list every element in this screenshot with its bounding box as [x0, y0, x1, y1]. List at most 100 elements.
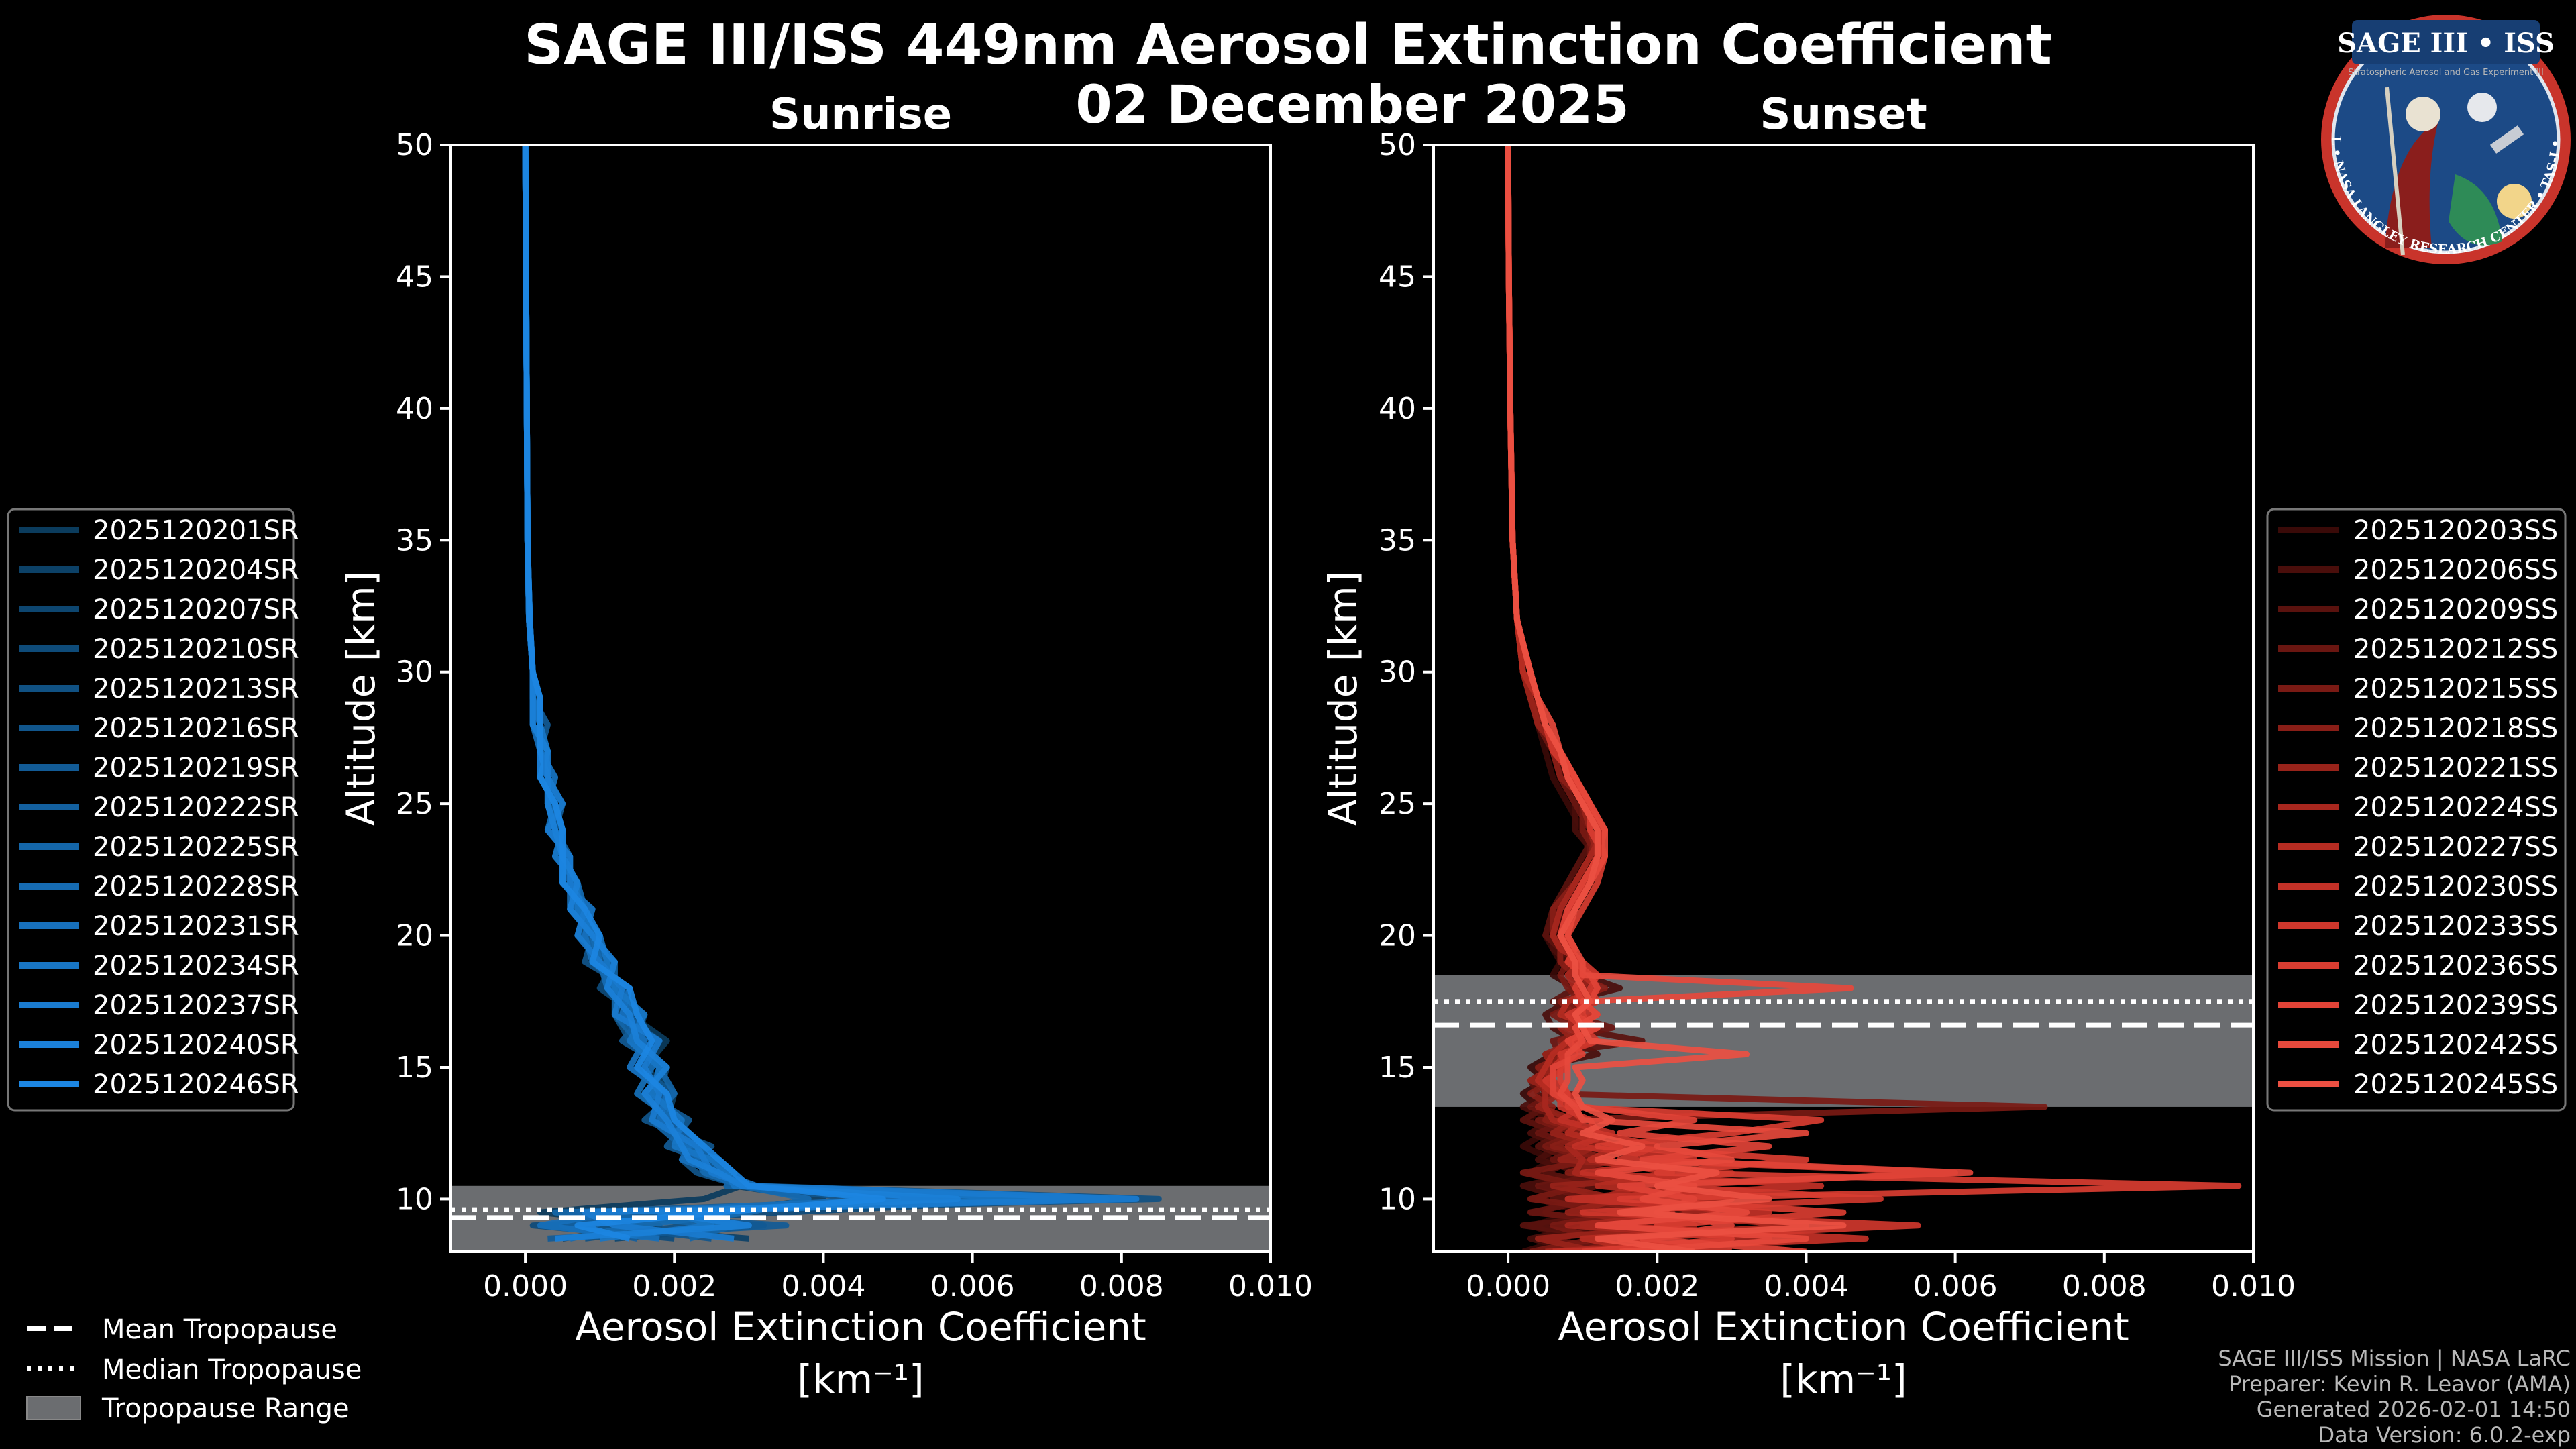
tropopause-range-label: Tropopause Range	[101, 1393, 350, 1424]
sunset-legend-label: 2025120221SS	[2353, 753, 2558, 784]
sunrise-x-tick-label: 0.008	[1079, 1269, 1164, 1303]
sunset-y-tick-label: 25	[1379, 787, 1416, 821]
sunrise-panel: 0.000 0.002 0.004 0.006 0.008 0.010 10 15 20 25 3…	[338, 128, 1313, 1402]
tropopause-range-swatch	[26, 1396, 81, 1420]
logo-moon-icon	[2467, 93, 2497, 122]
sunset-profile-2025120245SS	[1505, 145, 1847, 1252]
figure-title: SAGE III/ISS 449nm Aerosol Extinction Co…	[524, 13, 2052, 77]
sunrise-x-tick-label: 0.000	[483, 1269, 568, 1303]
sunset-x-units: [km⁻¹]	[1780, 1356, 1907, 1402]
sunrise-x-label: Aerosol Extinction Coefficient	[575, 1304, 1146, 1350]
sunrise-legend-label: 2025120234SR	[93, 951, 299, 981]
logo-earth-icon	[2449, 174, 2502, 246]
sunset-profiles	[1505, 145, 2242, 1252]
sunrise-x-tick-label: 0.002	[632, 1269, 716, 1303]
sunset-legend-label: 2025120218SS	[2353, 713, 2558, 744]
sunrise-profiles	[522, 145, 1162, 1242]
sunset-x-tick-label: 0.002	[1615, 1269, 1699, 1303]
sunrise-legend-label: 2025120210SR	[93, 634, 299, 665]
sunset-legend-frame	[2266, 508, 2567, 1112]
sunrise-profile-2025120246SR	[522, 145, 886, 1242]
sunrise-y-tick-label: 25	[396, 787, 433, 821]
sunset-y-tick-label: 15	[1379, 1051, 1416, 1085]
sunset-legend-label: 2025120239SS	[2353, 990, 2558, 1021]
sunset-y-tick-label: 20	[1379, 919, 1416, 953]
footer-line-version: Data Version: 6.0.2-exp	[2318, 1422, 2571, 1448]
sunset-x-axis: 0.000 0.002 0.004 0.006 0.008 0.010	[1466, 1252, 2296, 1303]
sunrise-y-tick-label: 35	[396, 523, 433, 557]
sunrise-legend-label: 2025120222SR	[93, 792, 299, 823]
sunset-y-tick-label: 10	[1379, 1182, 1416, 1216]
sunrise-y-tick-label: 15	[396, 1051, 433, 1085]
logo-sun-icon	[2497, 184, 2532, 219]
sunset-legend-label: 2025120203SS	[2353, 515, 2558, 546]
sunset-legend-label: 2025120242SS	[2353, 1030, 2558, 1061]
sunrise-y-tick-label: 20	[396, 919, 433, 953]
footer-line-generated: Generated 2026-02-01 14:50	[2257, 1397, 2571, 1422]
sunrise-x-axis: 0.000 0.002 0.004 0.006 0.008 0.010	[483, 1252, 1313, 1303]
sunset-legend-label: 2025120227SS	[2353, 832, 2558, 863]
sunset-legend-label: 2025120236SS	[2353, 951, 2558, 981]
sunrise-y-axis: 10 15 20 25 30 35 40 45 50	[396, 128, 451, 1216]
sunset-legend: 2025120203SS 2025120206SS 2025120209SS 2025…	[2266, 508, 2567, 1112]
sunset-legend-label: 2025120212SS	[2353, 634, 2558, 665]
sunrise-legend-label: 2025120207SR	[93, 594, 299, 625]
sunrise-legend-label: 2025120204SR	[93, 555, 299, 586]
sunrise-legend-label: 2025120228SR	[93, 871, 299, 902]
sunrise-y-tick-label: 45	[396, 260, 433, 294]
sunrise-y-label: Altitude [km]	[338, 571, 384, 826]
logo-subtitle: Stratospheric Aerosol and Gas Experiment…	[2348, 68, 2544, 78]
sunset-legend-label: 2025120215SS	[2353, 674, 2558, 704]
sunset-y-label: Altitude [km]	[1320, 571, 1366, 826]
footer-line-mission: SAGE III/ISS Mission | NASA LaRC	[2218, 1346, 2571, 1371]
sunrise-legend-label: 2025120231SR	[93, 911, 299, 942]
sunrise-legend: 2025120201SR 2025120204SR 2025120207SR 2025…	[7, 508, 299, 1112]
sunset-y-axis: 10 15 20 25 30 35 40 45 50	[1379, 128, 1434, 1216]
sunset-y-tick-label: 35	[1379, 523, 1416, 557]
median-tropopause-label: Median Tropopause	[102, 1354, 362, 1385]
sunrise-y-tick-label: 10	[396, 1182, 433, 1216]
sunset-x-tick-label: 0.006	[1913, 1269, 1998, 1303]
sunset-y-tick-label: 40	[1379, 392, 1416, 426]
logo-banner	[2352, 20, 2540, 64]
sunset-y-tick-label: 30	[1379, 655, 1416, 690]
sunset-x-tick-label: 0.008	[2062, 1269, 2147, 1303]
sunrise-legend-frame	[7, 508, 295, 1112]
sunset-axes-frame	[1432, 144, 2255, 1253]
sunrise-legend-label: 2025120213SR	[93, 674, 299, 704]
sunrise-legend-label: 2025120216SR	[93, 713, 299, 744]
sunrise-legend-label: 2025120246SR	[93, 1069, 299, 1100]
sunrise-legend-label: 2025120219SR	[93, 753, 299, 784]
sunset-legend-label: 2025120206SS	[2353, 555, 2558, 586]
sunset-y-tick-label: 50	[1379, 128, 1416, 162]
figure-date: 02 December 2025	[1075, 75, 1629, 136]
sunrise-plot-area	[451, 145, 1271, 1252]
sunrise-legend-label: 2025120225SR	[93, 832, 299, 863]
sunrise-x-tick-label: 0.004	[781, 1269, 865, 1303]
tropopause-legend: Mean Tropopause Median Tropopause Tropop…	[26, 1314, 362, 1424]
sunset-y-tick-label: 45	[1379, 260, 1416, 294]
sunrise-x-tick-label: 0.010	[1228, 1269, 1313, 1303]
footer-line-preparer: Preparer: Kevin R. Leavor (AMA)	[2229, 1371, 2571, 1397]
logo-text: SAGE III • ISS	[2337, 28, 2555, 59]
sunrise-legend-label: 2025120237SR	[93, 990, 299, 1021]
sunrise-y-tick-label: 40	[396, 392, 433, 426]
sunrise-axes-frame	[449, 144, 1272, 1253]
sunset-panel: 0.000 0.002 0.004 0.006 0.008 0.010 10 15 20 25 3…	[1320, 128, 2296, 1402]
sunset-x-label: Aerosol Extinction Coefficient	[1558, 1304, 2129, 1350]
sunrise-y-tick-label: 30	[396, 655, 433, 690]
logo-figure-head-icon	[2406, 97, 2440, 131]
sunset-x-tick-label: 0.004	[1764, 1269, 1848, 1303]
sunrise-legend-label: 2025120240SR	[93, 1030, 299, 1061]
sunset-panel-title: Sunset	[1760, 90, 1927, 140]
sunrise-legend-label: 2025120201SR	[93, 515, 299, 546]
logo-iss-icon	[2489, 125, 2524, 154]
mean-tropopause-label: Mean Tropopause	[102, 1314, 337, 1345]
sunrise-x-units: [km⁻¹]	[797, 1356, 924, 1402]
logo-staff-icon	[2385, 87, 2405, 256]
sunset-legend-label: 2025120224SS	[2353, 792, 2558, 823]
sunset-legend-label: 2025120233SS	[2353, 911, 2558, 942]
sunset-legend-label: 2025120245SS	[2353, 1069, 2558, 1100]
footer-credits: SAGE III/ISS Mission | NASA LaRC Prepare…	[2218, 1346, 2571, 1448]
